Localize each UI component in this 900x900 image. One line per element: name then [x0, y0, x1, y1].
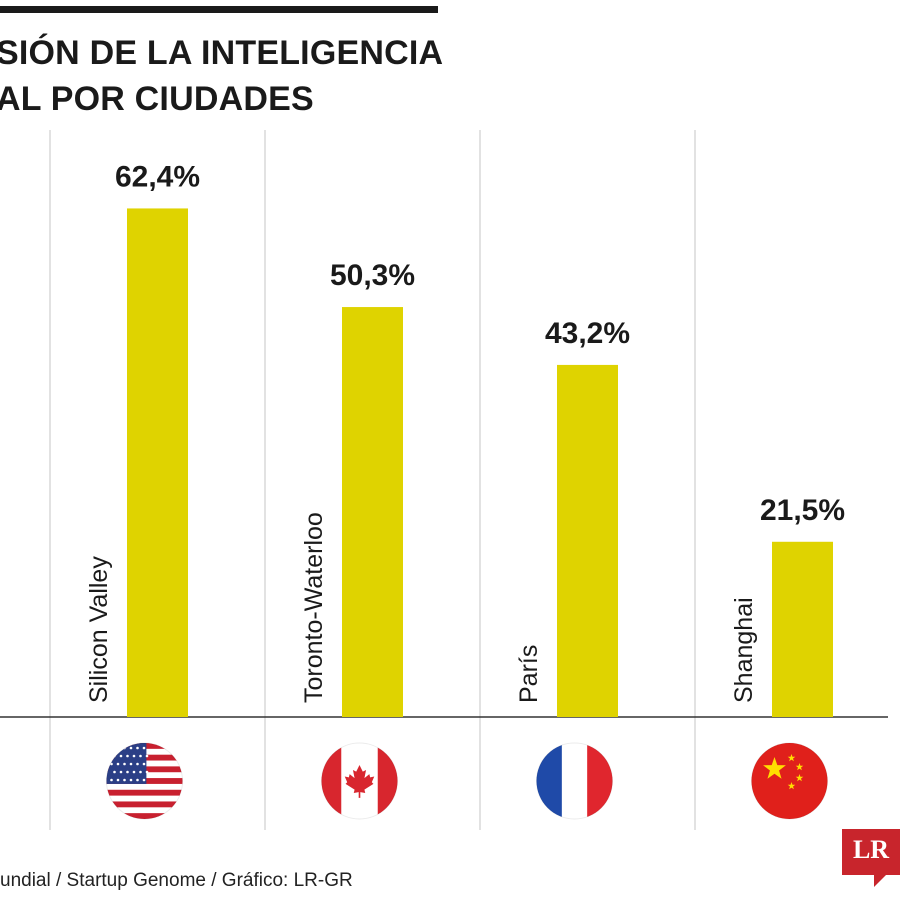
bar: [772, 541, 833, 717]
flag-star: [787, 782, 796, 790]
flag-rim: [106, 742, 183, 820]
flag-star: [142, 746, 146, 750]
lr-logo: LR: [842, 829, 900, 875]
value-label: 21,5%: [760, 494, 845, 527]
value-label: 62,4%: [115, 160, 200, 193]
china-flag-icon: [751, 742, 828, 820]
flag-star: [129, 778, 133, 782]
flag-star: [787, 754, 796, 762]
flag-star: [142, 778, 146, 782]
france-flag-icon: [536, 742, 613, 820]
flag-body: [106, 743, 183, 819]
flag-star: [136, 778, 139, 782]
flag-star: [136, 746, 139, 750]
flag-star: [145, 754, 149, 758]
category-label: París: [515, 645, 543, 703]
flag-star: [795, 763, 804, 771]
flag-star: [139, 754, 142, 758]
chart-title-line-1: SIÓN DE LA INTELIGENCIA: [0, 34, 444, 72]
category-label: Toronto-Waterloo: [300, 512, 328, 703]
flag-star: [145, 770, 149, 774]
flag-bar: [321, 743, 342, 819]
flag-rim: [536, 742, 613, 820]
value-label: 50,3%: [330, 259, 415, 292]
flag-star: [126, 770, 129, 774]
category-label: Shanghai: [730, 597, 758, 703]
flag-rim: [321, 742, 398, 820]
bar: [557, 364, 618, 717]
flag-star: [116, 746, 120, 750]
flag-star: [795, 774, 804, 782]
flag-band: [587, 743, 613, 819]
maple-leaf: [344, 765, 375, 798]
united-states-flag-icon: [106, 742, 183, 820]
flag-star: [132, 754, 136, 758]
flag-star: [123, 762, 126, 766]
flag-star: [132, 770, 136, 774]
flag-star: [763, 757, 786, 779]
flag-stripe: [106, 789, 183, 797]
flag-stripe: [106, 807, 183, 814]
title-rule: [0, 6, 438, 13]
flag-stripe: [106, 801, 183, 808]
flag-star: [110, 746, 113, 750]
flag-star: [136, 762, 139, 766]
chart-title: SIÓN DE LA INTELIGENCIA AL POR CIUDADES: [0, 30, 900, 122]
category-label: Silicon Valley: [85, 556, 113, 703]
flag-rim: [751, 742, 828, 820]
flag-star: [129, 762, 133, 766]
flag-band: [536, 743, 563, 819]
bar: [342, 307, 403, 717]
value-label: 43,2%: [545, 317, 630, 350]
flag-star: [113, 770, 116, 774]
flag-stripe: [106, 795, 183, 802]
chart-title-line-2: AL POR CIUDADES: [0, 80, 314, 118]
flag-star: [110, 762, 113, 766]
lr-logo-tail: [874, 873, 888, 887]
canada-flag-icon: [321, 742, 398, 820]
flag-star: [116, 762, 120, 766]
flags: [106, 742, 828, 820]
source-note: undial / Startup Genome / Gráfico: LR-GR: [0, 870, 353, 891]
flag-stripe: [106, 813, 183, 819]
flag-star: [116, 778, 120, 782]
flag-star: [139, 770, 142, 774]
flag-star: [110, 778, 113, 782]
labels: 62,4% Silicon Valley 50,3% Toronto-Waterloo…: [85, 160, 845, 703]
flag-band: [561, 743, 588, 819]
lr-logo-text: LR: [852, 835, 890, 864]
bars: [127, 208, 833, 717]
flag-star: [142, 762, 146, 766]
flag-bar: [377, 743, 398, 819]
flag-star: [119, 754, 123, 758]
flag-star: [123, 778, 126, 782]
flag-star: [129, 746, 133, 750]
flag-field: [751, 743, 828, 819]
bar: [127, 208, 188, 717]
flag-star: [126, 754, 129, 758]
flag-stripe: [106, 783, 183, 791]
flag-star: [119, 770, 123, 774]
